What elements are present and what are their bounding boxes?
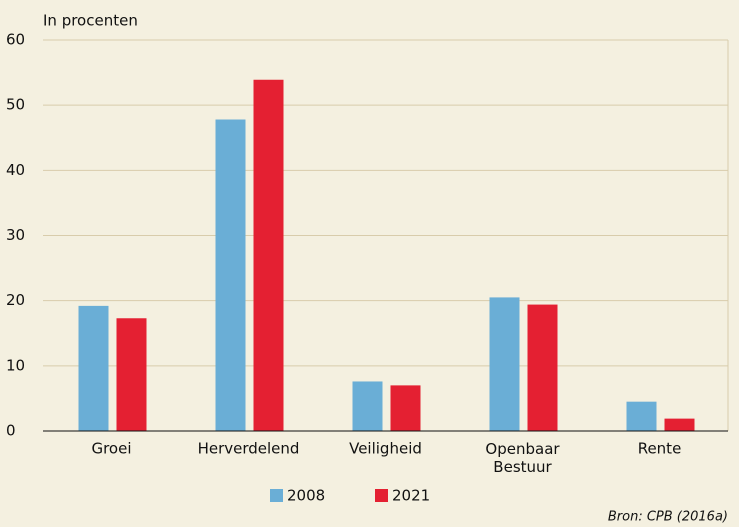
y-tick-label: 50 [6,96,25,114]
y-tick-label: 10 [6,356,25,374]
y-tick-label: 30 [6,226,25,244]
source: Bron: CPB (2016a) [608,510,728,525]
bar [352,381,383,431]
bar [390,385,421,431]
y-axis-label: In procenten [43,12,138,30]
bar [626,401,657,431]
legend-swatch [375,489,388,502]
x-tick-label: Herverdelend [198,440,300,458]
x-tick-label: Rente [638,440,682,458]
x-tick-label: Groei [91,440,131,458]
y-tick-label: 60 [6,31,25,49]
bar [489,297,520,431]
x-tick-label: Veiligheid [349,440,422,458]
bar [253,79,284,432]
legend-label: 2021 [392,487,430,505]
bar [215,119,246,432]
bar [664,418,695,431]
bar [78,305,109,431]
y-tick-label: 0 [6,422,16,440]
x-tick-label: Openbaar Bestuur [485,440,560,476]
bar [527,304,558,431]
y-tick-label: 40 [6,161,25,179]
y-tick-label: 20 [6,291,25,309]
legend-label: 2008 [287,487,325,505]
legend-swatch [270,489,283,502]
bar [116,318,147,431]
